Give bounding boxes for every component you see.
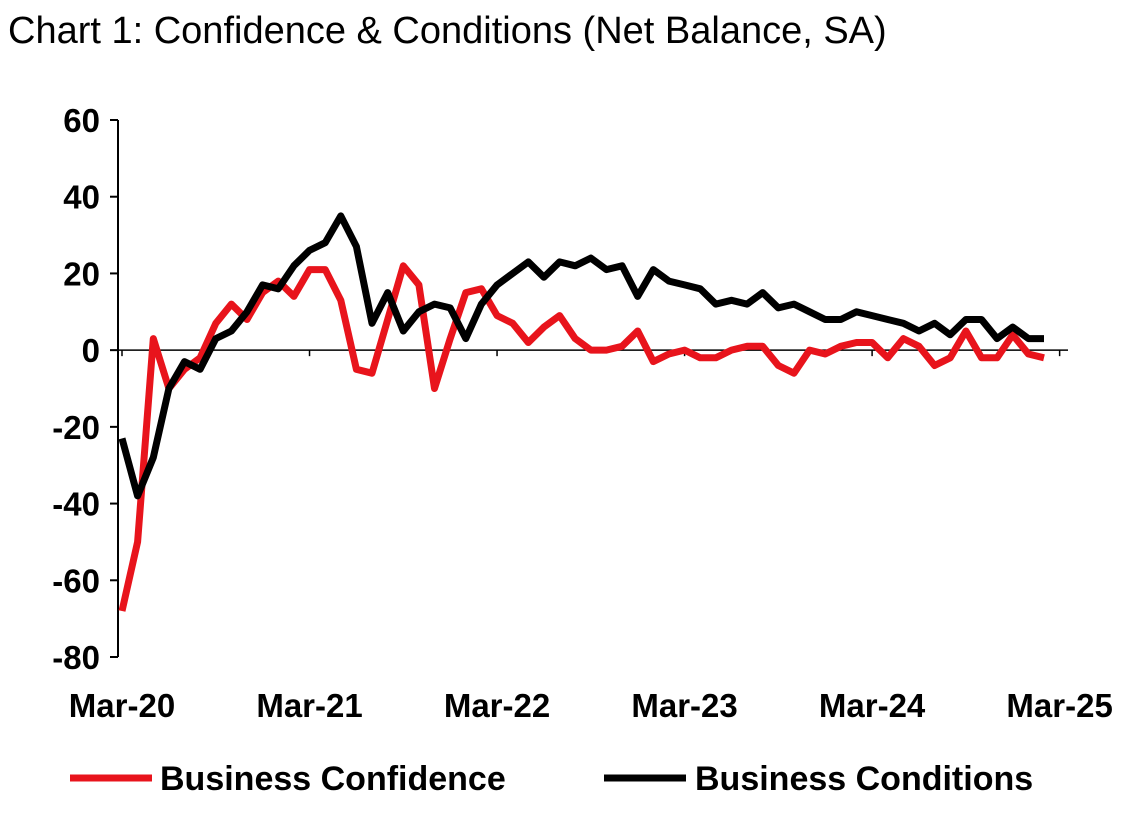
y-tick-label: -60 bbox=[52, 562, 100, 599]
x-tick-label: Mar-21 bbox=[256, 687, 362, 724]
legend-label-0: Business Confidence bbox=[160, 760, 506, 798]
x-tick-label: Mar-25 bbox=[1006, 687, 1112, 724]
x-tick-label: Mar-23 bbox=[631, 687, 737, 724]
y-tick-label: -20 bbox=[52, 409, 100, 446]
y-tick-label: 20 bbox=[63, 255, 100, 292]
x-axis: Mar-20 Mar-21 Mar-22 Mar-23 Mar-24 Mar-25 bbox=[69, 349, 1113, 724]
y-tick-label: 60 bbox=[63, 102, 100, 139]
legend: Business Confidence Business Conditions bbox=[70, 760, 1033, 798]
y-axis: 60 40 20 0 -20 -40 -60 -80 bbox=[52, 102, 119, 676]
series-line-0 bbox=[118, 262, 1045, 612]
x-tick-label: Mar-22 bbox=[444, 687, 550, 724]
x-tick-label: Mar-24 bbox=[819, 687, 926, 724]
y-tick-label: -40 bbox=[52, 486, 100, 523]
y-tick-label: -80 bbox=[52, 639, 100, 676]
series-line-1 bbox=[118, 212, 1044, 500]
series-layer bbox=[118, 212, 1045, 612]
chart-title: Chart 1: Confidence & Conditions (Net Ba… bbox=[8, 10, 887, 52]
y-tick-label: 40 bbox=[63, 179, 100, 216]
legend-label-1: Business Conditions bbox=[695, 760, 1033, 798]
y-tick-label: 0 bbox=[82, 332, 100, 369]
x-tick-label: Mar-20 bbox=[69, 687, 175, 724]
